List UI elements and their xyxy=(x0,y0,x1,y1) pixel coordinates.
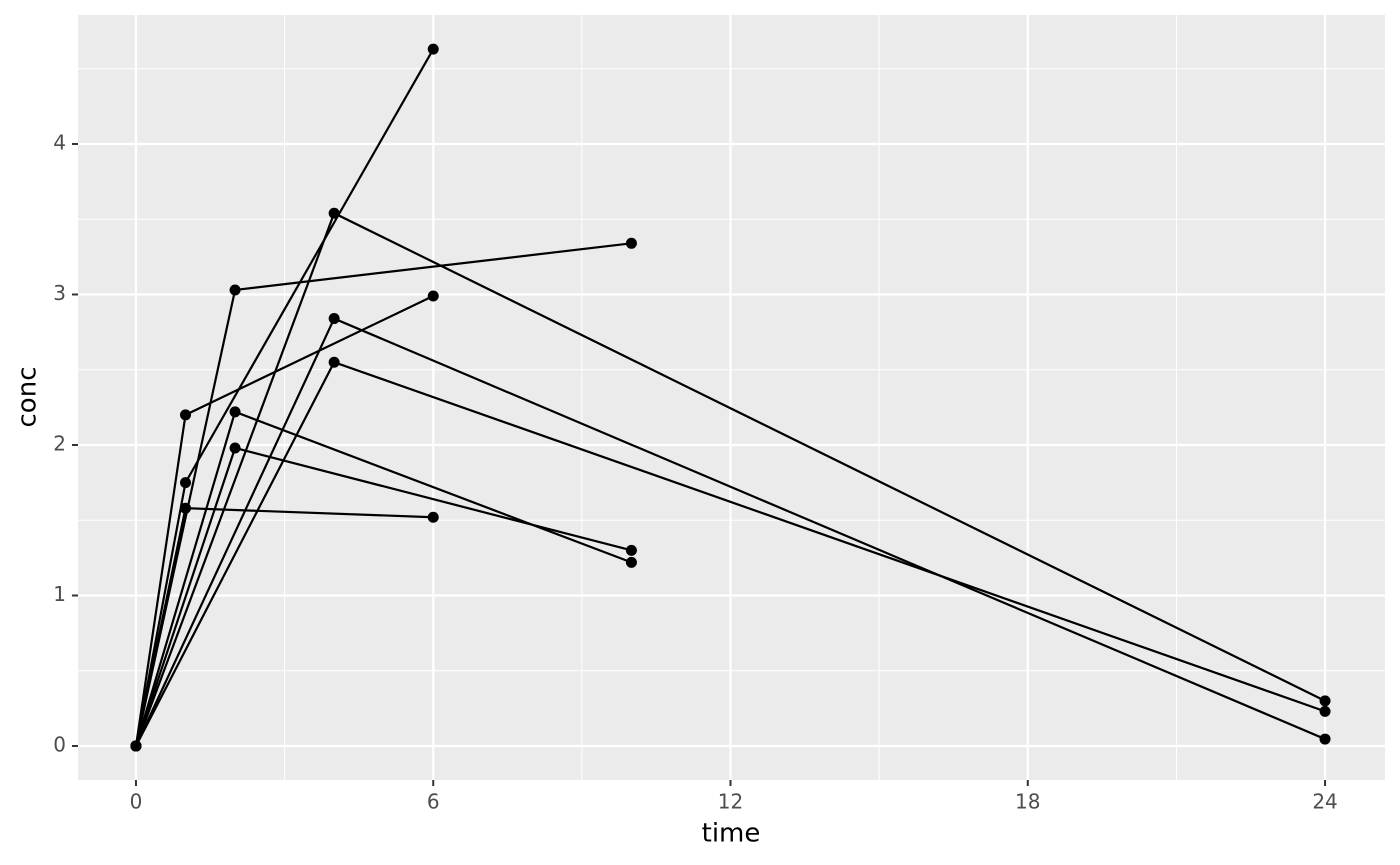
x-tick-label: 0 xyxy=(130,790,143,814)
data-point xyxy=(328,313,340,325)
data-point xyxy=(625,544,637,556)
y-tick-label: 0 xyxy=(53,732,66,756)
y-tick-label: 4 xyxy=(53,130,66,154)
data-point xyxy=(427,290,439,302)
data-point xyxy=(427,43,439,55)
x-tick-label: 12 xyxy=(718,790,743,814)
data-point xyxy=(229,406,241,418)
data-point xyxy=(427,511,439,523)
data-point xyxy=(328,207,340,219)
data-point xyxy=(1319,705,1331,717)
y-tick-label: 3 xyxy=(53,281,66,305)
data-point xyxy=(229,284,241,296)
data-point xyxy=(328,356,340,368)
data-point xyxy=(625,556,637,568)
x-tick-label: 6 xyxy=(427,790,440,814)
data-point xyxy=(180,409,192,421)
y-tick-label: 1 xyxy=(53,582,66,606)
y-tick-label: 2 xyxy=(53,431,66,455)
data-point xyxy=(180,502,192,514)
data-point xyxy=(229,442,241,454)
data-point xyxy=(130,740,142,752)
x-tick-label: 18 xyxy=(1015,790,1040,814)
data-point xyxy=(625,237,637,249)
y-axis-title: conc xyxy=(13,367,43,428)
data-point xyxy=(1319,695,1331,707)
x-axis-title: time xyxy=(702,819,761,849)
data-point xyxy=(1319,733,1331,745)
x-tick-label: 24 xyxy=(1312,790,1337,814)
data-point xyxy=(180,477,192,489)
